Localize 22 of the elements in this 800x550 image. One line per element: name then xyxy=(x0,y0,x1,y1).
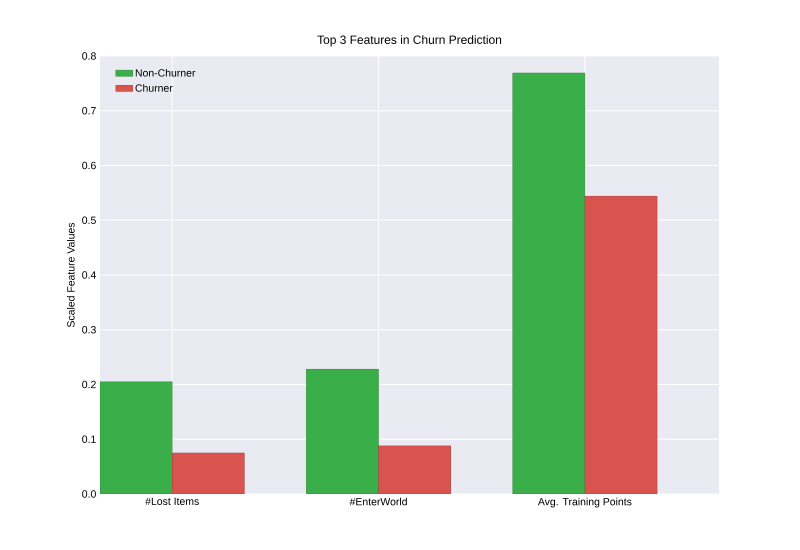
y-tick-label: 0.8 xyxy=(82,52,96,60)
y-tick-label: 0.7 xyxy=(82,107,96,114)
y-tick-label: 0.0 xyxy=(82,490,96,498)
bar xyxy=(512,72,586,494)
legend-label: Non-Churner xyxy=(136,68,196,77)
bar xyxy=(100,382,172,494)
bar xyxy=(306,368,379,494)
chart-title: Top 3 Features in Churn Prediction xyxy=(317,35,502,46)
legend-label: Churner xyxy=(136,84,173,92)
y-tick-label: 0.3 xyxy=(82,326,96,334)
x-tick-label: #Lost Items xyxy=(145,498,199,505)
bar xyxy=(378,446,451,494)
y-tick-label: 0.2 xyxy=(82,380,96,388)
y-tick-label: 0.1 xyxy=(82,436,96,443)
y-tick-label: 0.4 xyxy=(82,271,96,279)
bar xyxy=(584,196,658,494)
bar xyxy=(172,452,245,494)
y-tick-label: 0.6 xyxy=(82,162,96,170)
y-tick-label: 0.5 xyxy=(82,216,96,224)
x-tick-label: #EnterWorld xyxy=(350,498,407,506)
y-axis-title: Scaled Feature Values xyxy=(66,222,75,328)
x-tick-label: Avg. Training Points xyxy=(538,498,632,508)
